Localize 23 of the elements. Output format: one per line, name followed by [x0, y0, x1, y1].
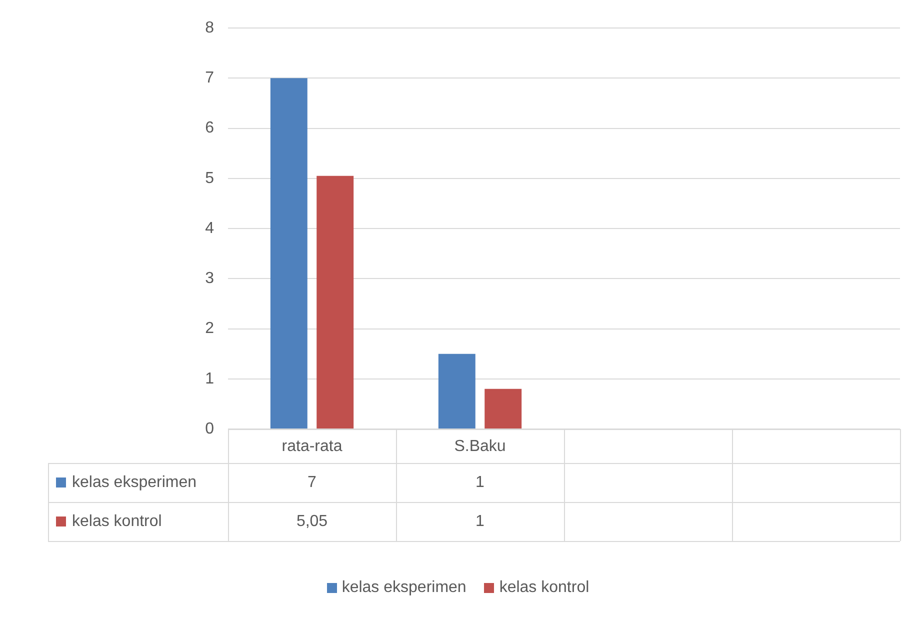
x-tick-label: rata-rata	[282, 438, 342, 456]
legend-label: kelas eksperimen	[72, 474, 196, 491]
data-label: 7	[308, 474, 317, 491]
y-tick-label: 5	[205, 170, 214, 187]
bar	[438, 354, 476, 428]
y-tick-label: 3	[205, 270, 214, 288]
data-label: 5,05	[296, 512, 328, 530]
y-tick-label: 7	[205, 70, 214, 87]
legend-label: kelas kontrol	[499, 579, 590, 597]
y-tick-label: 0	[205, 420, 214, 438]
x-tick-label: S.Baku	[454, 438, 506, 456]
y-tick-label: 1	[205, 370, 214, 388]
y-tick-label: 6	[205, 120, 214, 137]
y-tick-label: 8	[205, 19, 214, 36]
text: kelas eksperimen	[342, 579, 466, 596]
y-tick-label: 2	[205, 320, 214, 338]
bar	[270, 78, 308, 428]
text: kelas kontrol	[72, 512, 162, 530]
data-label: 1	[476, 512, 485, 530]
data-label: 1	[476, 474, 485, 491]
bar	[484, 388, 522, 428]
y-tick-label: 4	[205, 220, 214, 237]
bar	[316, 176, 354, 428]
